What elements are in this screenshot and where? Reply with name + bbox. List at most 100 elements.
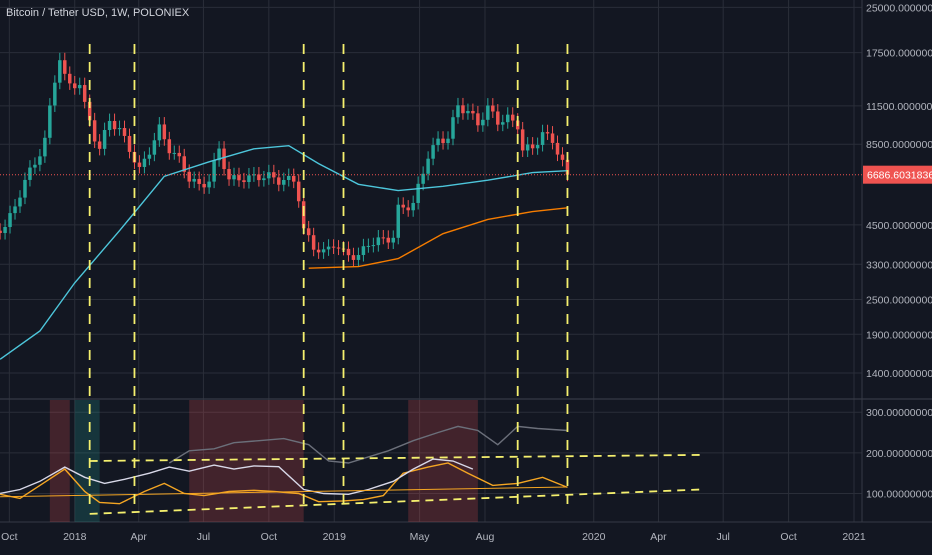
candle-body	[192, 178, 196, 182]
candle-body	[421, 173, 425, 184]
candle-body	[446, 138, 450, 144]
candle-body	[406, 207, 410, 211]
ma-long-line	[308, 207, 568, 269]
candle-body	[491, 105, 495, 112]
candle-body	[291, 175, 296, 182]
y-tick-label: 1400.00000000	[866, 368, 932, 380]
candle-body	[187, 171, 191, 182]
candle-body	[476, 113, 480, 126]
indicator-line-2	[0, 458, 474, 496]
candle-body	[296, 181, 301, 202]
x-tick-label: May	[410, 531, 431, 543]
indicator-tick-label: 300.00000000	[866, 407, 932, 419]
candle-body	[356, 254, 361, 260]
candle-body	[481, 119, 485, 126]
candle-body	[371, 245, 376, 247]
candle-body	[242, 180, 246, 183]
candle-body	[426, 158, 430, 174]
candle-body	[252, 174, 256, 176]
candle-body	[555, 142, 560, 155]
candle-body	[172, 152, 177, 154]
x-tick-label: Oct	[1, 531, 17, 543]
last-price-badge	[863, 165, 932, 184]
candle-body	[97, 141, 102, 149]
candle-body	[182, 156, 186, 172]
candle-body	[381, 237, 386, 239]
candle-body	[58, 60, 62, 83]
candle-body	[102, 130, 107, 149]
candle-body	[38, 156, 42, 165]
candle-body	[48, 105, 52, 138]
candle-body	[510, 114, 515, 121]
candle-body	[217, 148, 221, 161]
x-tick-label: Jul	[716, 531, 729, 543]
x-tick-label: Apr	[650, 531, 667, 543]
candle-body	[222, 148, 226, 170]
candle-body	[267, 172, 271, 179]
candle-body	[237, 175, 241, 181]
candle-body	[227, 169, 231, 180]
x-tick-label: 2018	[63, 531, 87, 543]
candle-body	[117, 128, 122, 130]
y-tick-label: 3300.00000000	[866, 259, 932, 271]
candle-body	[535, 144, 540, 149]
candle-body	[232, 175, 236, 180]
candle-body	[456, 105, 460, 118]
trend-line-2	[89, 488, 702, 515]
candle-body	[152, 140, 157, 155]
candle-body	[53, 82, 57, 106]
candle-body	[147, 154, 152, 159]
x-tick-label: 2019	[323, 531, 347, 543]
candle-body	[18, 197, 22, 207]
candle-body	[471, 110, 475, 114]
candle-body	[386, 237, 391, 243]
candle-body	[127, 135, 132, 152]
candle-body	[550, 133, 555, 143]
candle-body	[92, 120, 97, 142]
candle-body	[142, 158, 147, 167]
x-tick-label: 2021	[842, 531, 866, 543]
candle-body	[202, 183, 206, 188]
candle-body	[545, 132, 550, 134]
y-tick-label: 8500.00000000	[866, 139, 932, 151]
candle-body	[316, 249, 321, 253]
candle-body	[565, 159, 570, 175]
candle-body	[361, 246, 366, 255]
candle-body	[137, 162, 142, 167]
candle-body	[496, 111, 500, 125]
candle-body	[167, 139, 172, 154]
indicator-zone	[408, 400, 478, 522]
candle-body	[13, 206, 17, 214]
indicator-line-3	[168, 425, 568, 464]
last-price-label: 6686.60318369	[867, 170, 932, 182]
y-tick-label: 11500.00000000	[866, 101, 932, 113]
candle-body	[461, 105, 465, 114]
candle-body	[157, 124, 162, 141]
candle-body	[466, 110, 470, 114]
x-tick-label: Apr	[131, 531, 148, 543]
candle-body	[77, 85, 82, 89]
y-tick-label: 25000.00000000	[866, 2, 932, 14]
candle-body	[411, 202, 415, 211]
candle-body	[262, 178, 266, 181]
candle-body	[401, 204, 405, 208]
candle-body	[8, 213, 12, 227]
candle-body	[391, 237, 396, 243]
x-tick-label: Oct	[261, 531, 277, 543]
candle-body	[68, 73, 72, 84]
candle-body	[326, 246, 331, 250]
candle-body	[486, 105, 490, 120]
y-tick-label: 17500.00000000	[866, 48, 932, 60]
candle-body	[112, 120, 117, 130]
indicator-tick-label: 100.00000000	[866, 489, 932, 501]
candle-body	[416, 183, 420, 203]
candle-body	[540, 132, 545, 145]
candle-body	[366, 245, 371, 247]
candle-body	[560, 154, 565, 160]
x-tick-label: Jul	[197, 531, 210, 543]
candle-body	[197, 178, 201, 184]
candle-body	[506, 114, 510, 123]
